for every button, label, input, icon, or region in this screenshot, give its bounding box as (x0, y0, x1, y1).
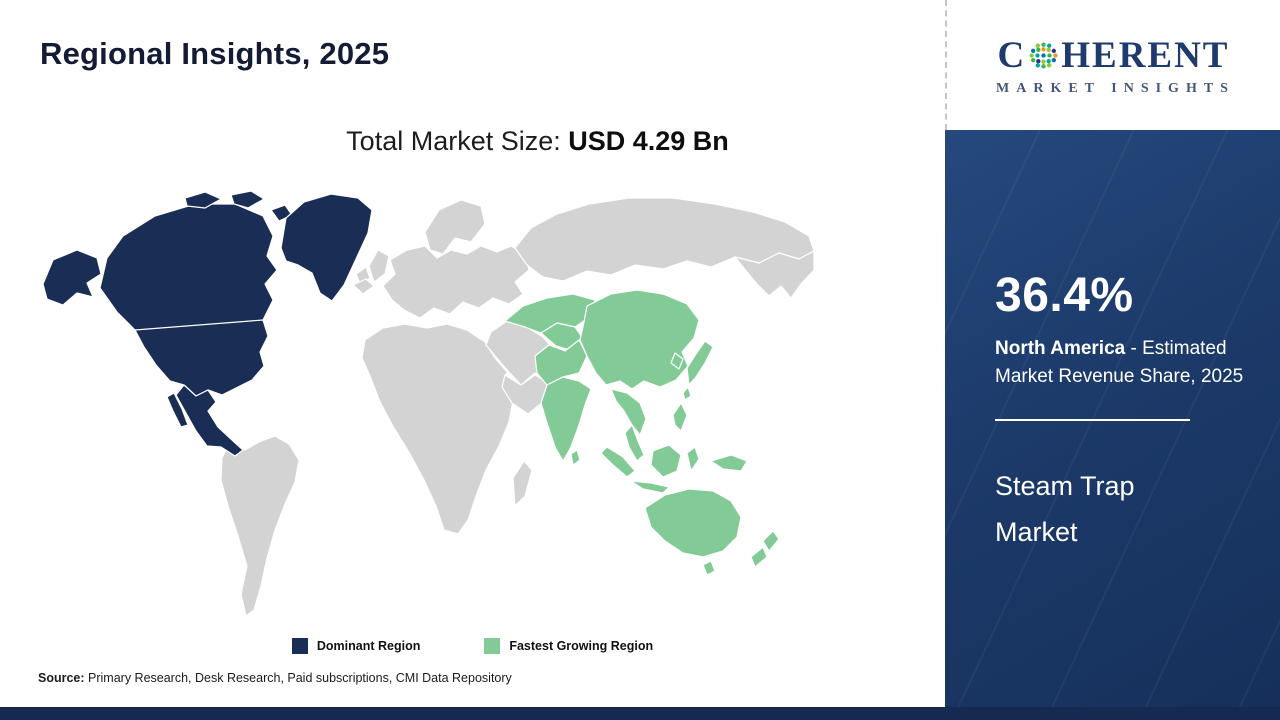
share-region: North America (995, 338, 1126, 359)
logo-tagline: MARKET INSIGHTS (996, 81, 1235, 96)
market-size-label: Total Market Size: (346, 126, 569, 156)
logo-letter-c: C (997, 35, 1027, 76)
share-description-text: - Estimated Market Revenue Share, 2025 (995, 338, 1244, 387)
source-note: Source: Primary Research, Desk Research,… (38, 671, 512, 685)
market-size-value: USD 4.29 Bn (568, 126, 729, 156)
dominant-region-label: Dominant Region (316, 639, 421, 653)
legend-item-fastest-growing: Fastest Growing Region (484, 638, 653, 654)
page-title: Regional Insights, 2025 (40, 36, 390, 71)
dominant-region-swatch (291, 638, 308, 654)
fastest-growing-region-swatch (484, 638, 501, 654)
world-map (42, 190, 815, 617)
logo-wordmark: HERENT (1061, 35, 1230, 76)
map-region-other (220, 197, 815, 617)
fastest-growing-region-label: Fastest Growing Region (509, 639, 654, 653)
bottom-accent-bar (0, 707, 1280, 720)
source-text: Primary Research, Desk Research, Paid su… (84, 671, 512, 685)
map-region-fastest-growing (504, 289, 780, 576)
source-label: Source: (38, 671, 85, 685)
company-logo: C HERENT (998, 37, 1230, 74)
dotted-globe-icon (1029, 42, 1058, 69)
total-market-size: Total Market Size: USD 4.29 Bn (130, 126, 945, 157)
legend-item-dominant: Dominant Region (291, 638, 421, 654)
market-name: Steam Trap Market (995, 471, 1135, 547)
market-share-value: 36.4% (995, 269, 1134, 322)
map-legend: Dominant Region Fastest Growing Region (0, 638, 945, 654)
sidebar: 36.4% North America - Estimated Market R… (945, 130, 1280, 707)
divider-line (995, 419, 1190, 421)
market-share-description: North America - Estimated Market Revenue… (995, 335, 1257, 391)
map-region-dominant (42, 190, 373, 457)
logo-area: C HERENT MARKET INSIGHTS (945, 0, 1280, 130)
main-content: Regional Insights, 2025 Total Market Siz… (0, 36, 945, 685)
